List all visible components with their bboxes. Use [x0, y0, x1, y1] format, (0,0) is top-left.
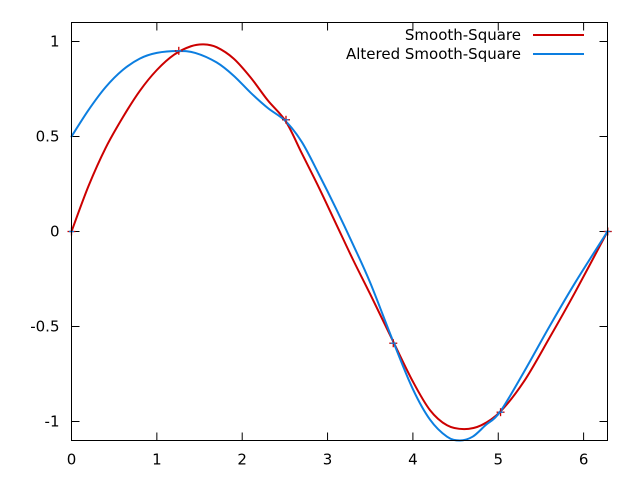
series-line-1	[70, 50, 609, 442]
series-line-0	[70, 43, 609, 431]
sample-point-2	[281, 115, 290, 124]
sample-point-4	[496, 408, 505, 417]
legend-label-0: Smooth-Square	[405, 26, 521, 44]
y-tick-label-2: 0	[50, 223, 60, 241]
sample-point-3	[389, 339, 398, 348]
x-tick-label-0: 0	[67, 451, 77, 469]
x-tick-label-4: 4	[408, 451, 418, 469]
y-tick-label-0: -1	[45, 413, 60, 431]
series-lines	[70, 43, 609, 442]
x-tick-label-2: 2	[237, 451, 247, 469]
legend-label-1: Altered Smooth-Square	[346, 45, 521, 63]
x-tick-label-1: 1	[152, 451, 162, 469]
tick-marks	[71, 22, 608, 441]
x-tick-label-5: 5	[493, 451, 503, 469]
x-tick-label-3: 3	[323, 451, 333, 469]
x-tick-label-6: 6	[579, 451, 589, 469]
tick-labels: 0 1 2 3 4 5 6 -1 -0.5 0 0.5 1	[30, 33, 588, 469]
y-tick-label-1: -0.5	[30, 318, 59, 336]
y-tick-label-4: 1	[50, 33, 60, 51]
y-tick-label-3: 0.5	[36, 128, 60, 146]
sample-point-1	[174, 46, 183, 55]
plot-frame	[71, 22, 608, 441]
